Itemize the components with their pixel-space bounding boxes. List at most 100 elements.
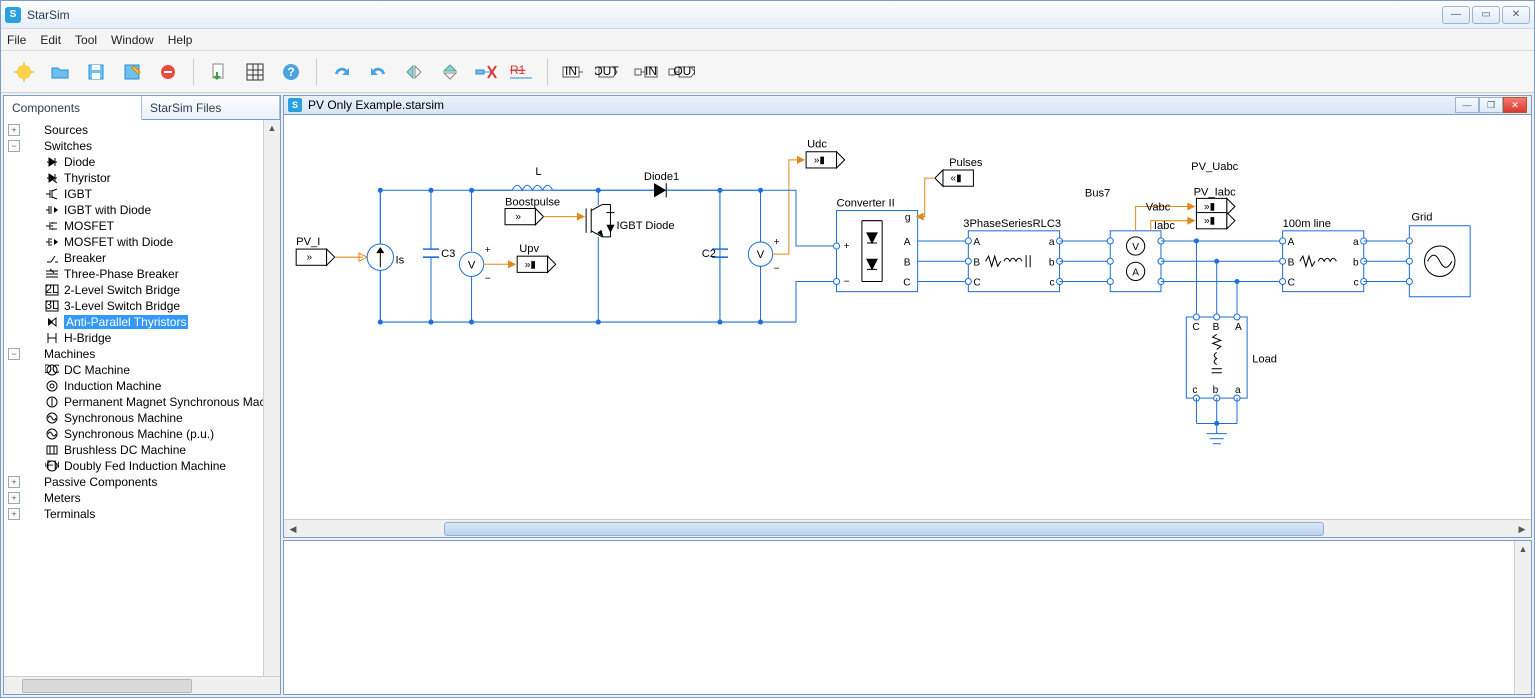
svg-text:+: + — [774, 237, 780, 248]
tree-item[interactable]: Breaker — [4, 250, 280, 266]
pulses-port[interactable]: «▮ Pulses — [935, 157, 983, 186]
tree-group-machines[interactable]: −Machines — [4, 346, 280, 362]
sync-machine-icon — [44, 411, 60, 425]
menu-edit[interactable]: Edit — [40, 33, 61, 47]
svg-text:PV_Uabc: PV_Uabc — [1191, 161, 1238, 173]
import-button[interactable] — [204, 57, 234, 87]
svg-text:Upv: Upv — [519, 243, 539, 255]
tab-components[interactable]: Components — [4, 96, 142, 120]
menu-file[interactable]: File — [7, 33, 26, 47]
open-button[interactable] — [45, 57, 75, 87]
undo-button[interactable] — [363, 57, 393, 87]
tree-group-switches[interactable]: −Switches — [4, 138, 280, 154]
svg-text:b: b — [1049, 257, 1055, 268]
tree-item[interactable]: H-Bridge — [4, 330, 280, 346]
new-button[interactable] — [9, 57, 39, 87]
svg-text:2L: 2L — [45, 284, 59, 296]
close-button[interactable]: ✕ — [1502, 6, 1530, 24]
svg-text:g: g — [905, 213, 911, 224]
save-as-button[interactable] — [117, 57, 147, 87]
svg-text:a: a — [1353, 237, 1359, 248]
svg-text:a: a — [1049, 237, 1055, 248]
output-vscroll[interactable]: ▲ — [1514, 541, 1531, 694]
svg-text:Grid: Grid — [1411, 212, 1432, 224]
tree-item[interactable]: 3L3-Level Switch Bridge — [4, 298, 280, 314]
svg-text:B: B — [1288, 257, 1295, 268]
tree-item[interactable]: IGBT — [4, 186, 280, 202]
tree-item[interactable]: Synchronous Machine (p.u.) — [4, 426, 280, 442]
tree-group-terminals[interactable]: +Terminals — [4, 506, 280, 522]
tree-item[interactable]: Induction Machine — [4, 378, 280, 394]
doc-minimize-button[interactable]: — — [1455, 97, 1479, 113]
svg-text:−: − — [485, 274, 491, 285]
tree-hscroll[interactable] — [4, 676, 280, 694]
svg-text:A: A — [1288, 237, 1295, 248]
tree-item[interactable]: Brushless DC Machine — [4, 442, 280, 458]
svg-text:V: V — [468, 259, 476, 271]
tree-item[interactable]: DFIGDoubly Fed Induction Machine — [4, 458, 280, 474]
minimize-button[interactable]: — — [1442, 6, 1470, 24]
menu-window[interactable]: Window — [111, 33, 154, 47]
tree-item[interactable]: Three-Phase Breaker — [4, 266, 280, 282]
diode1[interactable]: Diode1 — [644, 171, 761, 197]
mosfet-icon — [44, 219, 60, 233]
redo-button[interactable] — [327, 57, 357, 87]
tree-item[interactable]: 2L2-Level Switch Bridge — [4, 282, 280, 298]
tree-item[interactable]: Synchronous Machine — [4, 410, 280, 426]
tree-group-meters[interactable]: +Meters — [4, 490, 280, 506]
svg-text:»: » — [307, 252, 313, 263]
schematic-canvas[interactable]: » PV_I Is C3 V + − »▮ Upv L — [284, 115, 1531, 519]
doc-restore-button[interactable]: ❐ — [1479, 97, 1503, 113]
tree-item-selected[interactable]: Anti-Parallel Thyristors — [4, 314, 280, 330]
delete-button[interactable] — [153, 57, 183, 87]
out-port-button[interactable]: OUT — [666, 57, 696, 87]
doc-close-button[interactable]: ✕ — [1503, 97, 1527, 113]
canvas-hscroll[interactable]: ◀▶ — [284, 519, 1531, 537]
maximize-button[interactable]: ▭ — [1472, 6, 1500, 24]
capacitor-c3[interactable]: C3 — [423, 190, 455, 322]
tree-group-sources[interactable]: +Sources — [4, 122, 280, 138]
tree-item[interactable]: Permanent Magnet Synchronous Mac — [4, 394, 280, 410]
boostpulse-port[interactable]: Boostpulse » — [505, 196, 560, 224]
svg-text:Vabc: Vabc — [1146, 202, 1171, 214]
converter-ii[interactable]: Converter II g A B C + − — [833, 197, 917, 291]
out-tag-button[interactable]: OUT — [594, 57, 624, 87]
flip-h-button[interactable] — [399, 57, 429, 87]
grid-button[interactable] — [240, 57, 270, 87]
rlc-block[interactable]: 3PhaseSeriesRLC3 Aa Bb Cc — [963, 218, 1062, 292]
upv-port[interactable]: »▮ Upv — [517, 243, 556, 272]
load-block[interactable]: CBA cba Load — [1186, 314, 1277, 401]
cut-wire-button[interactable] — [471, 57, 501, 87]
in-tag-button[interactable]: IN — [558, 57, 588, 87]
tree-item[interactable]: MOSFET with Diode — [4, 234, 280, 250]
help-button[interactable]: ? — [276, 57, 306, 87]
svg-text:B: B — [973, 257, 980, 268]
tree-item[interactable]: Thyristor — [4, 170, 280, 186]
in-port-button[interactable]: IN — [630, 57, 660, 87]
tree-item[interactable]: MOSFET — [4, 218, 280, 234]
current-source-is[interactable]: Is — [367, 190, 404, 322]
tree-group-passive[interactable]: +Passive Components — [4, 474, 280, 490]
svg-text:C: C — [1192, 322, 1199, 333]
svg-text:B: B — [904, 257, 911, 268]
flip-v-button[interactable] — [435, 57, 465, 87]
menu-help[interactable]: Help — [168, 33, 193, 47]
menu-tool[interactable]: Tool — [75, 33, 97, 47]
voltmeter-upv[interactable]: V + − — [459, 190, 490, 322]
capacitor-c2[interactable]: C2 — [702, 190, 728, 322]
tab-starsim-files[interactable]: StarSim Files — [142, 96, 280, 119]
grid-block[interactable]: Grid — [1406, 212, 1470, 297]
label-button[interactable]: R1 — [507, 57, 537, 87]
udc-port[interactable]: »▮ Udc — [806, 139, 845, 168]
tree-item[interactable]: IGBT with Diode — [4, 202, 280, 218]
tree-item[interactable]: DCDC Machine — [4, 362, 280, 378]
pv-i-port[interactable]: » PV_I — [296, 236, 335, 265]
tree-item[interactable]: Diode — [4, 154, 280, 170]
save-button[interactable] — [81, 57, 111, 87]
igbt-diode[interactable]: IGBT Diode — [586, 190, 674, 322]
component-tree[interactable]: +Sources −Switches Diode Thyristor IGBT … — [4, 120, 280, 676]
inductor-l[interactable]: L — [512, 166, 553, 190]
svg-text:c: c — [1049, 278, 1054, 289]
voltmeter-udc[interactable]: V + − — [748, 190, 779, 322]
line-100m-block[interactable]: 100m line Aa Bb Cc — [1280, 218, 1367, 292]
